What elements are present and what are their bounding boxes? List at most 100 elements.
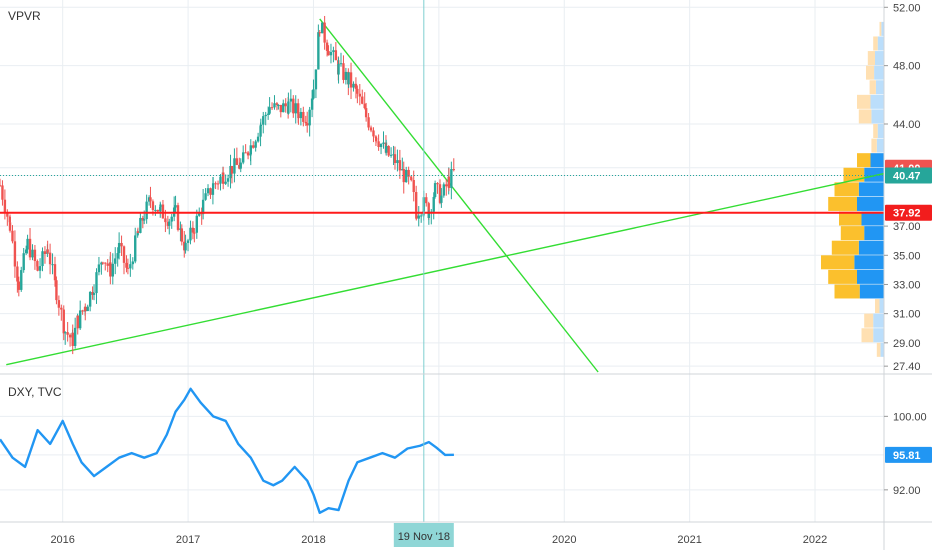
trend-line-0 [6, 172, 885, 366]
candle-body [393, 154, 397, 164]
candle-body [11, 230, 14, 242]
vp-up-bar-20 [873, 313, 884, 328]
candle-body [452, 169, 455, 171]
candle-body [405, 169, 408, 183]
candle-body [36, 266, 39, 271]
candle-body [6, 212, 9, 217]
candle-body [314, 69, 318, 90]
candle-body [78, 310, 82, 329]
candle-body [0, 185, 2, 187]
candle-body [71, 332, 74, 346]
vp-down-bar-16 [821, 255, 855, 270]
price-label-1: 40.47 [893, 170, 921, 182]
candle-body [310, 98, 314, 110]
candle-body [193, 232, 196, 234]
candle-body [126, 267, 130, 269]
vp-down-bar-17 [828, 269, 857, 284]
vp-down-bar-22 [876, 342, 881, 357]
candle-body [382, 142, 385, 145]
candle-body [73, 327, 77, 346]
vp-down-bar-5 [857, 94, 871, 109]
ytick-label-lower-2: 92.00 [893, 485, 921, 497]
vp-down-bar-14 [840, 226, 865, 241]
candle-body [259, 124, 263, 127]
candle-body [244, 152, 247, 154]
candle-body [308, 109, 311, 126]
candle-body [101, 262, 105, 264]
main-panel-title: VPVR [8, 9, 41, 23]
candle-body [164, 218, 167, 223]
candle-body [104, 262, 107, 264]
vp-down-bar-1 [873, 36, 878, 51]
candle-body [318, 32, 321, 34]
vp-up-bar-16 [854, 255, 884, 270]
candle-body [323, 22, 326, 43]
candle-body [214, 183, 217, 185]
candle-body [275, 103, 279, 105]
candle-body [166, 222, 170, 226]
ytick-label-main-0: 52.00 [893, 2, 921, 14]
candle-body [174, 205, 177, 208]
candle-body [349, 72, 353, 88]
candle-body [266, 113, 270, 115]
candle-body [88, 291, 92, 307]
candle-body [24, 249, 28, 254]
vp-up-bar-7 [877, 124, 884, 139]
candle-body [116, 253, 119, 259]
candle-body [312, 89, 315, 99]
candle-body [233, 158, 236, 174]
candle-body [195, 215, 198, 233]
price-candles [0, 15, 455, 355]
candle-body [17, 281, 21, 290]
candle-body [28, 238, 32, 258]
candle-body [109, 262, 112, 277]
candle-body [55, 280, 58, 301]
candle-body [364, 108, 368, 118]
candle-body [131, 261, 134, 265]
candle-body [114, 258, 117, 264]
candle-body [447, 176, 451, 188]
candle-body [226, 178, 230, 182]
candle-body [111, 263, 114, 277]
candle-body [367, 117, 370, 128]
candle-body [277, 104, 280, 106]
candle-body [389, 154, 393, 156]
candle-body [198, 211, 201, 216]
candle-body [306, 123, 309, 126]
candle-body [219, 176, 222, 184]
vp-down-bar-6 [858, 109, 872, 124]
dxy-series [0, 387, 454, 515]
xtick-label-6: 2022 [803, 534, 827, 546]
candle-body [264, 114, 267, 117]
vp-down-bar-2 [867, 51, 875, 66]
candle-body [287, 101, 290, 114]
candle-body [84, 306, 87, 312]
candle-body [415, 211, 418, 219]
candle-body [62, 309, 65, 334]
candle-body [16, 266, 19, 282]
lower-panel-title: DXY, TVC [8, 385, 62, 399]
vp-up-bar-19 [879, 299, 884, 314]
candle-body [438, 184, 442, 203]
candle-body [100, 262, 103, 265]
vp-up-bar-11 [858, 182, 884, 197]
vp-down-bar-0 [879, 21, 882, 36]
candle-body [221, 172, 225, 184]
candle-body [216, 183, 220, 185]
vp-up-bar-15 [858, 240, 884, 255]
candle-body [139, 217, 142, 233]
candle-body [64, 332, 67, 334]
candle-body [332, 50, 335, 53]
ytick-label-main-7: 35.00 [893, 250, 921, 262]
candle-body [442, 184, 446, 196]
candle-body [238, 164, 241, 169]
candle-body [142, 219, 146, 221]
xtick-label-4: 2020 [552, 534, 576, 546]
vp-down-bar-9 [857, 153, 871, 168]
vp-up-bar-8 [876, 138, 884, 153]
candle-body [425, 197, 428, 204]
price-label-bg-1 [885, 167, 932, 184]
candle-body [41, 251, 44, 267]
ytick-label-main-2: 44.00 [893, 119, 921, 131]
